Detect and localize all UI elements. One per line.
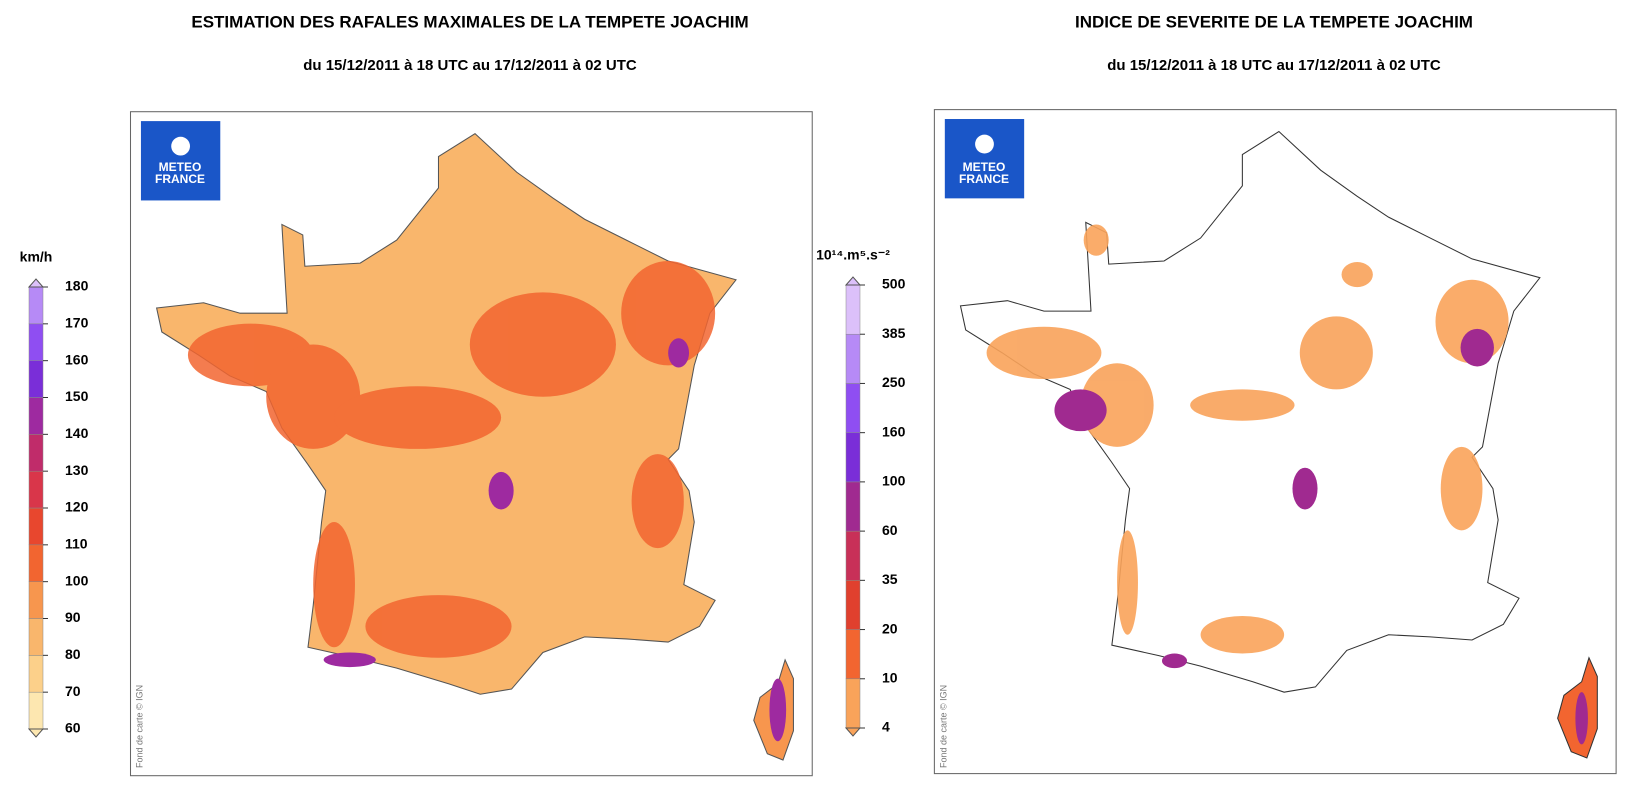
colorbar-band	[28, 323, 44, 361]
colorbar-tick-label: 60	[882, 522, 898, 538]
colorbar-unit: 10¹⁴.m⁵.s⁻²	[816, 247, 890, 263]
colorbar-tick-label: 120	[65, 499, 89, 515]
colorbar-cap	[27, 278, 45, 288]
colorbar-band	[845, 383, 861, 433]
credit: Fond de carte © IGN	[134, 685, 144, 768]
logo-text: FRANCE	[959, 172, 1009, 186]
colorbar-band	[845, 432, 861, 483]
colorbar-cap	[27, 728, 45, 738]
colorbar-tick-label: 35	[882, 571, 898, 587]
colorbar-band	[28, 544, 44, 582]
colorbar-unit: km/h	[20, 249, 53, 265]
colorbar-tick-label: 4	[882, 719, 890, 735]
colorbar-tick-label: 90	[65, 609, 81, 625]
colorbar-band	[28, 691, 44, 730]
left-map	[129, 111, 813, 777]
colorbar-cap	[844, 727, 862, 737]
colorbar-tick-label: 170	[65, 315, 89, 331]
right-map	[933, 109, 1617, 775]
colorbar-band	[28, 470, 44, 509]
colorbar-band	[845, 481, 861, 532]
credit: Fond de carte © IGN	[938, 685, 948, 768]
title: INDICE DE SEVERITE DE LA TEMPETE JOACHIM	[1075, 12, 1473, 31]
colorbar-tick-label: 130	[65, 462, 89, 478]
colorbar-tick-label: 60	[65, 720, 81, 736]
colorbar-tick-label: 160	[882, 423, 906, 439]
colorbar-band	[28, 397, 44, 435]
colorbar-tick-label: 20	[882, 620, 898, 636]
colorbar-band	[28, 618, 44, 656]
colorbar-tick-label: 180	[65, 278, 89, 294]
colorbar-tick-label: 10	[882, 669, 898, 685]
colorbar-band	[28, 581, 44, 619]
colorbar-band	[28, 507, 44, 546]
logo-text: FRANCE	[155, 172, 205, 186]
colorbar-tick-label: 80	[65, 646, 81, 662]
colorbar-tick-label: 100	[65, 572, 89, 588]
colorbar-cap	[844, 276, 862, 286]
subtitle: du 15/12/2011 à 18 UTC au 17/12/2011 à 0…	[1107, 57, 1441, 74]
colorbar-band	[28, 655, 44, 693]
colorbar-band	[28, 434, 44, 472]
title: ESTIMATION DES RAFALES MAXIMALES DE LA T…	[191, 12, 748, 31]
colorbar-band	[845, 284, 861, 335]
colorbar-band	[845, 580, 861, 630]
colorbar-band	[845, 629, 861, 680]
colorbar-tick-label: 385	[882, 325, 906, 341]
colorbar-band	[845, 333, 861, 384]
colorbar-tick-label: 140	[65, 425, 89, 441]
colorbar-band	[28, 286, 44, 325]
subtitle: du 15/12/2011 à 18 UTC au 17/12/2011 à 0…	[303, 57, 637, 74]
logo-text: METEO	[159, 160, 202, 174]
logo-text: METEO	[963, 160, 1006, 174]
colorbar-band	[845, 678, 861, 729]
colorbar-tick-label: 100	[882, 473, 906, 489]
colorbar-band	[28, 360, 44, 398]
colorbar-tick-label: 110	[65, 536, 88, 552]
colorbar-tick-label: 500	[882, 276, 906, 292]
colorbar-tick-label: 150	[65, 388, 89, 404]
colorbar-band	[845, 530, 861, 581]
colorbar-tick-label: 250	[882, 374, 906, 390]
colorbar-tick-label: 160	[65, 351, 89, 367]
colorbar-tick-label: 70	[65, 683, 81, 699]
